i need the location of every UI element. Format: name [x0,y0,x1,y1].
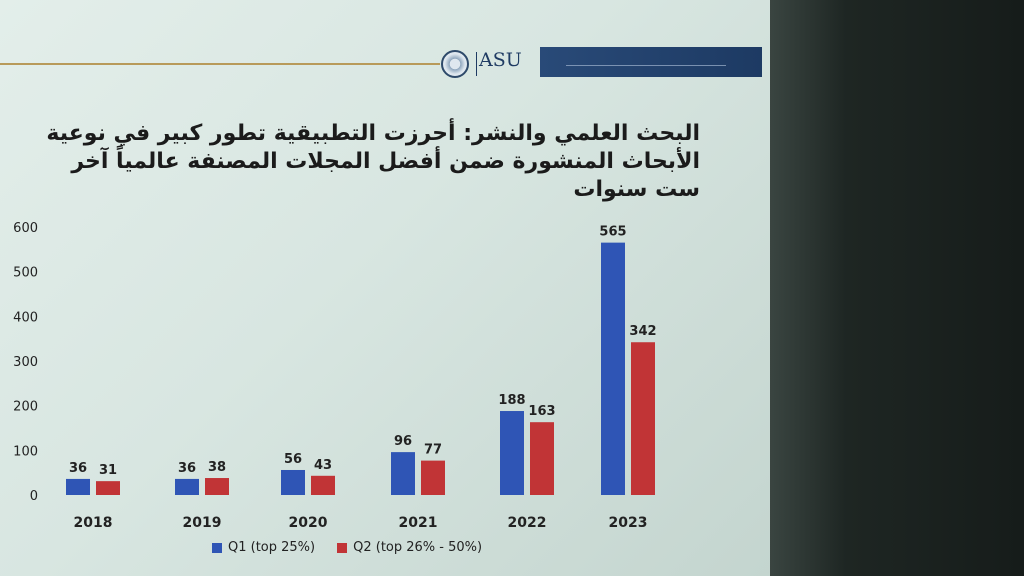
y-tick-label-400: 400 [13,310,38,325]
header-gold-rule [0,63,440,65]
bar-chart: 0 100 200 300 400 500 600 36 31 2018 36 38 2019 56 43 2… [13,221,656,531]
x-tick-label-2021: 2021 [399,515,438,531]
data-label-q1-2022: 188 [498,393,525,408]
bar-q2-2021 [421,460,445,495]
chart-title: البحث العلمي والنشر: أحرزت التطبيقية تطو… [46,121,700,202]
legend-label-q2: Q2 (top 26% - 50%) [353,540,483,555]
data-label-q1-2020: 56 [284,452,302,467]
legend-item-q1: Q1 (top 25%) [212,540,315,555]
x-tick-label-2018: 2018 [74,515,113,531]
data-label-q1-2021: 96 [394,434,412,449]
logo-divider [476,52,477,76]
data-label-q2-2019: 38 [208,460,226,475]
data-label-q2-2023: 342 [629,324,656,339]
university-seal-icon [441,50,469,78]
y-tick-label-500: 500 [13,266,38,281]
logo-text: ASU [479,49,522,71]
data-label-q2-2020: 43 [314,458,332,473]
data-label-q1-2019: 36 [178,461,196,476]
bar-q1-2023 [601,242,625,495]
university-name-banner [540,47,762,77]
bar-q1-2019 [175,478,199,495]
chart-legend: Q1 (top 25%) Q2 (top 26% - 50%) [212,540,482,555]
bar-q2-2018 [96,481,120,495]
legend-item-q2: Q2 (top 26% - 50%) [337,540,482,555]
data-label-q2-2022: 163 [528,404,555,419]
y-tick-label-0: 0 [30,489,38,504]
bar-q1-2021 [391,452,415,495]
data-label-q1-2023: 565 [599,225,626,240]
data-label-q1-2018: 36 [69,461,87,476]
legend-swatch-q1 [212,542,222,553]
data-label-q2-2021: 77 [424,443,442,458]
bar-q1-2020 [281,469,305,495]
bar-q1-2018 [66,478,90,495]
bar-q2-2019 [205,478,229,495]
x-tick-label-2020: 2020 [289,515,328,531]
banner-script-logo [566,53,726,66]
bar-q2-2023 [631,342,655,495]
legend-swatch-q2 [337,542,348,553]
bar-q2-2020 [311,475,335,495]
bar-q1-2022 [500,411,524,495]
y-tick-label-300: 300 [13,355,38,370]
y-tick-label-100: 100 [13,444,38,459]
page-binding-shadow [770,0,1024,576]
bar-q2-2022 [530,422,554,495]
y-tick-label-200: 200 [13,400,38,415]
legend-label-q1: Q1 (top 25%) [228,540,316,555]
x-tick-label-2019: 2019 [183,515,222,531]
data-label-q2-2018: 31 [99,463,117,478]
x-tick-label-2023: 2023 [609,515,648,531]
x-tick-label-2022: 2022 [508,515,547,531]
y-tick-label-600: 600 [13,221,38,236]
